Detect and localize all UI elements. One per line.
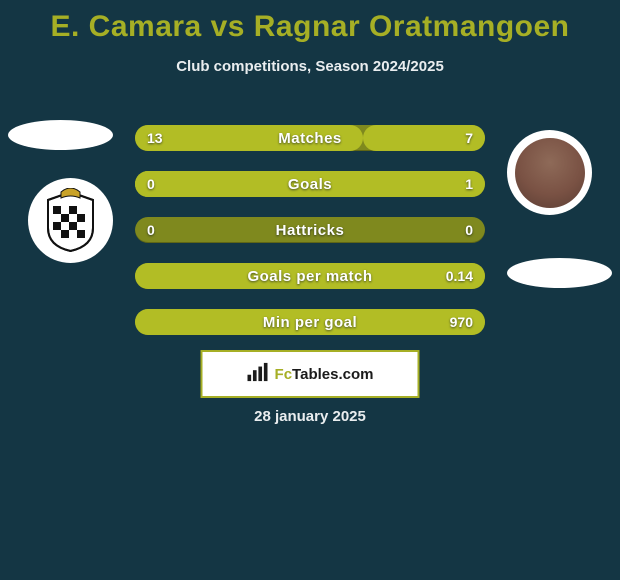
stat-row: Goals per match0.14	[135, 263, 485, 289]
stat-row: Min per goal970	[135, 309, 485, 335]
stat-label: Goals per match	[135, 263, 485, 289]
left-club-badge-circle	[28, 178, 113, 263]
stat-value-right: 7	[465, 125, 473, 151]
right-flag-ellipse	[507, 258, 612, 288]
brand-label: FcTables.com	[275, 366, 374, 383]
stat-label: Goals	[135, 171, 485, 197]
chart-bars-icon	[247, 362, 269, 386]
stats-bar-list: Matches137Goals01Hattricks00Goals per ma…	[135, 125, 485, 355]
stat-value-right: 970	[450, 309, 473, 335]
page-title: E. Camara vs Ragnar Oratmangoen	[0, 0, 620, 44]
club-badge-icon	[43, 188, 98, 253]
infographic-container: E. Camara vs Ragnar Oratmangoen Club com…	[0, 0, 620, 580]
brand-footer-box: FcTables.com	[201, 350, 420, 398]
snapshot-date: 28 january 2025	[0, 408, 620, 425]
stat-value-right: 0.14	[446, 263, 473, 289]
page-subtitle: Club competitions, Season 2024/2025	[0, 58, 620, 75]
stat-value-left: 0	[147, 171, 155, 197]
player-photo-icon	[515, 138, 585, 208]
stat-value-left: 0	[147, 217, 155, 243]
stat-label: Min per goal	[135, 309, 485, 335]
stat-value-left: 13	[147, 125, 163, 151]
stat-row: Hattricks0 0	[135, 217, 485, 243]
left-flag-ellipse	[8, 120, 113, 150]
stat-row: Matches13 7	[135, 125, 485, 151]
stat-label: Hattricks	[135, 217, 485, 243]
right-player-photo-circle	[507, 130, 592, 215]
stat-value-right: 0	[465, 217, 473, 243]
stat-row: Goals0 1	[135, 171, 485, 197]
stat-label: Matches	[135, 125, 485, 151]
brand-suffix: Tables.com	[292, 366, 373, 383]
stat-value-right: 1	[465, 171, 473, 197]
brand-prefix: Fc	[275, 366, 293, 383]
